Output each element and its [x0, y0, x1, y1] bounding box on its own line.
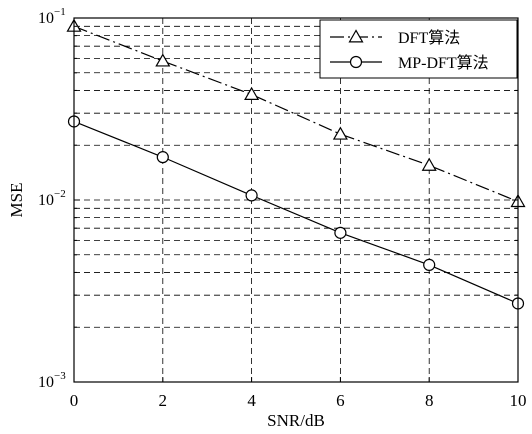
legend-entries: DFT算法 MP-DFT算法 — [330, 28, 489, 72]
y-tick-label: 10−1 — [38, 6, 66, 27]
legend-box — [319, 19, 518, 79]
legend-entry: DFT算法 — [330, 28, 460, 47]
legend: DFT算法 MP-DFT算法 — [319, 19, 518, 79]
circle-marker — [245, 189, 258, 202]
y-tick-label: 10−3 — [38, 370, 66, 391]
y-axis-label: MSE — [7, 183, 26, 218]
circle-marker — [423, 258, 436, 271]
legend-label: MP-DFT算法 — [398, 53, 489, 72]
x-axis-label: SNR/dB — [267, 411, 325, 430]
legend-label: DFT算法 — [398, 28, 460, 47]
x-tick-label: 2 — [159, 391, 168, 410]
legend-entry: MP-DFT算法 — [330, 53, 489, 72]
x-tick-label: 4 — [247, 391, 256, 410]
legend-triangle-marker — [348, 29, 364, 43]
x-tick-label: 0 — [70, 391, 79, 410]
series-line — [73, 25, 519, 203]
legend-circle-marker — [349, 55, 363, 69]
triangle-marker — [332, 126, 348, 140]
x-tick-label: 8 — [425, 391, 434, 410]
y-tick-label: 10−2 — [38, 188, 66, 209]
triangle-marker — [155, 53, 171, 67]
circle-marker — [156, 151, 169, 164]
triangle-marker — [244, 86, 260, 100]
circle-marker — [334, 226, 347, 239]
series-line — [73, 120, 519, 305]
x-tick-label: 6 — [336, 391, 345, 410]
x-tick-labels: 0 2 4 6 8 10 — [70, 391, 527, 410]
y-tick-labels: 10−1 10−2 10−3 — [38, 6, 66, 391]
x-tick-label: 10 — [510, 391, 527, 410]
triangle-marker — [421, 157, 437, 171]
